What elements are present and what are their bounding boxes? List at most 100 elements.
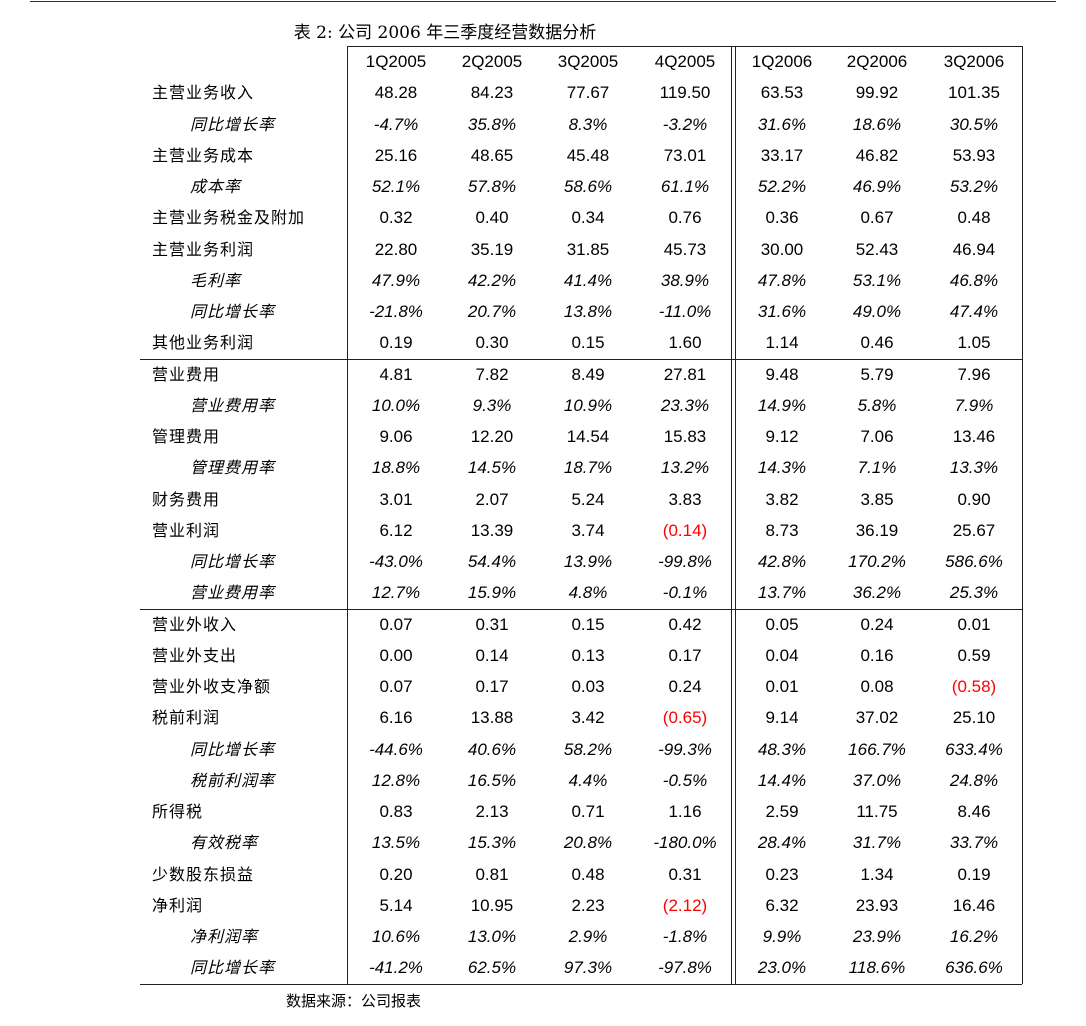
table-cell: (0.65)	[662, 708, 708, 728]
table-cell: 15.9%	[467, 583, 517, 603]
table-title-main: 公司 2006 年三季度经营数据分析	[338, 23, 597, 43]
table-cell: 36.2%	[852, 583, 902, 603]
table-cell: -0.5%	[662, 770, 708, 790]
table-cell: 25.3%	[949, 583, 999, 603]
row-label: 其他业务利润	[152, 333, 255, 353]
table-row: 税前利润率 12.8% 16.5% 4.4% -0.5% 14.4% 37.0% 24.8%	[140, 765, 1022, 796]
table-cell: 0.08	[860, 677, 894, 696]
table-cell: 31.6%	[757, 114, 807, 134]
table-cell: 22.80	[374, 239, 418, 259]
table-cell: 0.90	[957, 489, 991, 509]
table-cell: 166.7%	[848, 739, 906, 759]
table-cell: 20.8%	[563, 833, 613, 853]
table-cell: -41.2%	[369, 958, 423, 978]
table-cell: 636.6%	[945, 958, 1003, 978]
table-cell: 3.82	[765, 489, 799, 509]
table-cell: 52.43	[855, 239, 899, 259]
table-row: 营业费用 4.81 7.82 8.49 27.81 9.48 5.79 7.96	[140, 359, 1022, 390]
table-row: 管理费用率 18.8% 14.5% 18.7% 13.2% 14.3% 7.1% 13.3%	[140, 452, 1022, 483]
table-cell: 0.67	[860, 208, 894, 228]
table-row: 税前利润 6.16 13.88 3.42 (0.65) 9.14 37.02 25.10	[140, 702, 1022, 733]
table-row: 净利润 5.14 10.95 2.23 (2.12) 6.32 23.93 16.46	[140, 890, 1022, 921]
right-border	[1022, 46, 1023, 984]
table-cell: 37.0%	[852, 770, 902, 790]
table-cell: 47.4%	[949, 302, 999, 321]
table-cell: 46.9%	[852, 177, 902, 196]
table-cell: 10.9%	[563, 395, 613, 415]
table-cell: 0.03	[571, 677, 605, 696]
table-cell: 14.9%	[757, 395, 807, 415]
table-cell: 9.06	[379, 427, 413, 446]
table-cell: 42.8%	[757, 552, 807, 571]
table-row: 同比增长率 -43.0% 54.4% 13.9% -99.8% 42.8% 170.2% 58…	[140, 546, 1022, 577]
table-cell: 0.17	[668, 645, 702, 665]
table-cell: -0.1%	[662, 583, 708, 603]
table-cell: 57.8%	[467, 177, 517, 196]
table-cell: 3.83	[668, 489, 702, 509]
table-cell: 18.8%	[371, 458, 421, 478]
table-cell: 6.32	[765, 895, 799, 915]
table-cell: 33.7%	[949, 833, 999, 853]
table-cell: 0.19	[957, 864, 991, 884]
table-cell: 13.5%	[371, 833, 421, 853]
table-cell: 0.48	[957, 208, 991, 228]
table-cell: 1.14	[765, 333, 799, 353]
table-cell: 27.81	[663, 364, 707, 384]
table-cell: 13.3%	[949, 458, 999, 478]
table-row: 同比增长率 -41.2% 62.5% 97.3% -97.8% 23.0% 118.6% 63…	[140, 952, 1022, 983]
table-cell: 31.85	[566, 239, 610, 259]
table-cell: 31.6%	[757, 302, 807, 321]
column-header: 4Q2005	[654, 52, 716, 71]
table-cell: 0.14	[475, 645, 509, 665]
table-cell: 0.23	[765, 864, 799, 884]
table-cell: 46.94	[952, 239, 996, 259]
table-cell: 170.2%	[848, 552, 906, 571]
table-cell: 7.06	[860, 427, 894, 446]
table-cell: 0.15	[571, 333, 605, 353]
table-cell: -43.0%	[369, 552, 423, 571]
table-cell: 58.2%	[563, 739, 613, 759]
table-cell: 8.46	[957, 802, 991, 821]
table-cell: 0.17	[475, 677, 509, 696]
table-cell: 16.5%	[467, 770, 517, 790]
table-cell: 633.4%	[945, 739, 1003, 759]
table-cell: 63.53	[760, 83, 804, 103]
table-cell: 4.8%	[568, 583, 608, 603]
table-cell: 25.10	[952, 708, 996, 728]
table-cell: 3.01	[379, 489, 413, 509]
section-divider	[140, 608, 1022, 610]
table-cell: 7.1%	[857, 458, 897, 478]
table-cell: -99.8%	[658, 552, 712, 571]
table-cell: 20.7%	[467, 302, 517, 321]
table-row: 少数股东损益 0.20 0.81 0.48 0.31 0.23 1.34 0.19	[140, 859, 1022, 890]
table-cell: 0.04	[765, 645, 799, 665]
table-cell: 18.7%	[563, 458, 613, 478]
table-cell: 6.12	[379, 520, 413, 540]
table-cell: 1.60	[668, 333, 702, 353]
table-cell: 23.0%	[757, 958, 807, 978]
table-cell: 28.4%	[757, 833, 807, 853]
table-cell: 10.95	[470, 895, 514, 915]
label-divider	[347, 46, 348, 984]
table-cell: 23.3%	[660, 395, 710, 415]
table-cell: 54.4%	[467, 552, 517, 571]
table-cell: 58.6%	[563, 177, 613, 196]
table-cell: 36.19	[855, 520, 899, 540]
table-cell: 53.1%	[852, 270, 902, 290]
table-cell: 16.2%	[949, 927, 999, 946]
table-cell: 1.34	[860, 864, 894, 884]
table-cell: (2.12)	[662, 895, 708, 915]
table-cell: (0.58)	[951, 677, 997, 696]
table-cell: 47.8%	[757, 270, 807, 290]
section-divider	[140, 358, 1022, 360]
table-cell: 0.00	[379, 645, 413, 665]
table-row: 成本率 52.1% 57.8% 58.6% 61.1% 52.2% 46.9% 53.2%	[140, 171, 1022, 202]
table-cell: 8.49	[571, 364, 605, 384]
table-row: 财务费用 3.01 2.07 5.24 3.83 3.82 3.85 0.90	[140, 484, 1022, 515]
table-cell: 4.81	[379, 364, 413, 384]
column-header: 2Q2006	[846, 52, 908, 71]
table-cell: 2.23	[571, 895, 605, 915]
row-label: 营业费用率	[190, 395, 276, 415]
table-cell: 16.46	[952, 895, 996, 915]
table-cell: 8.73	[765, 520, 799, 540]
